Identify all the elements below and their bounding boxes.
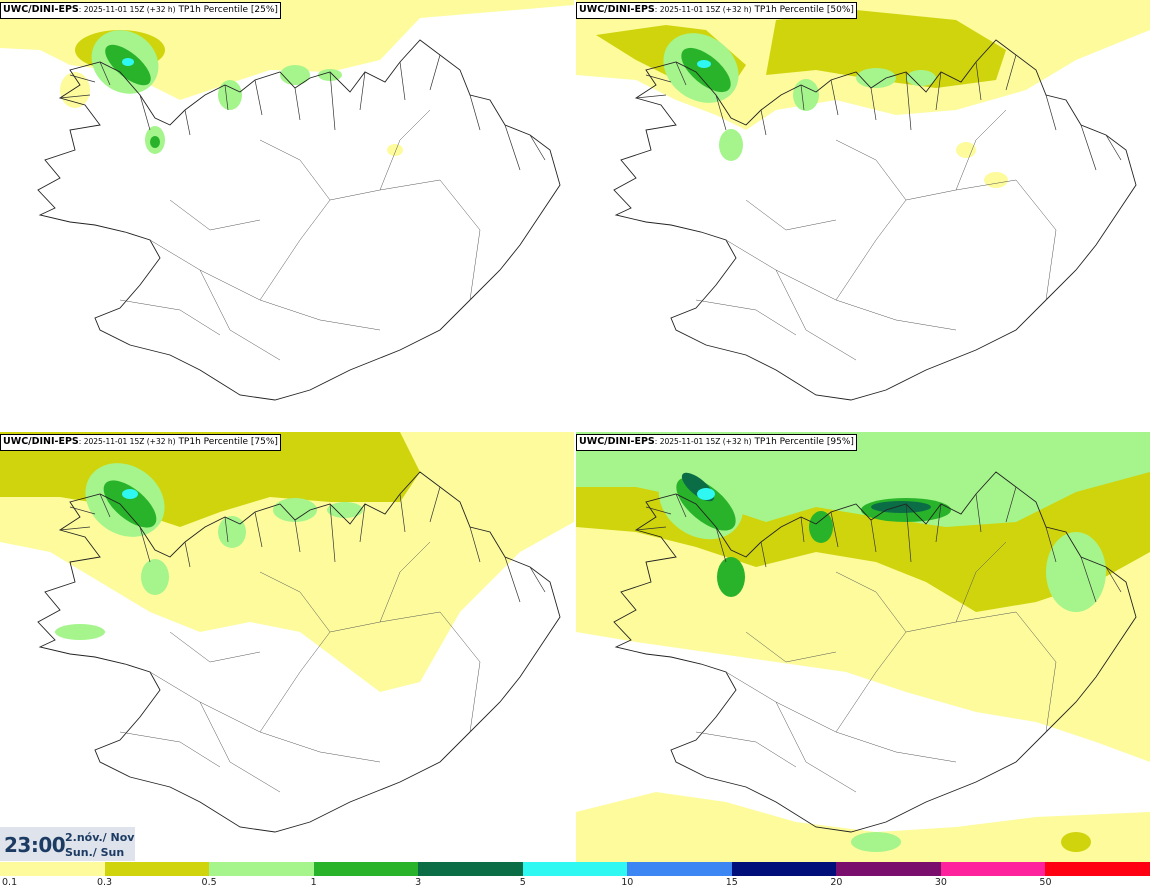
precipitation-map: [0, 0, 574, 401]
precip-area-intense: [122, 58, 134, 66]
map-panel-p75: UWC/DINI-EPS: 2025-11-01 15Z (+32 h) TP1…: [0, 432, 574, 862]
colorbar-tick-label: 30: [934, 877, 947, 888]
colorbar-tick-label: 1: [310, 877, 317, 888]
colorbar-segment: [627, 862, 732, 876]
colorbar-tick-label: 0.1: [2, 877, 18, 888]
colorbar-tick-label: 3: [415, 877, 422, 888]
map-panel-p95: UWC/DINI-EPS: 2025-11-01 15Z (+32 h) TP1…: [576, 432, 1150, 862]
colorbar-tick-label: 15: [725, 877, 738, 888]
colorbar-segment: [0, 862, 105, 876]
colorbar-segment: [731, 862, 837, 876]
precip-colorbar: [0, 862, 1150, 876]
panel-title: UWC/DINI-EPS: 2025-11-01 15Z (+32 h) TP1…: [0, 434, 281, 451]
colorbar-segment: [522, 862, 628, 876]
valid-time: 23:00: [4, 833, 66, 857]
colorbar-tick-label: 50: [1039, 877, 1052, 888]
colorbar-tick-label: 5: [519, 877, 526, 888]
colorbar-segment: [313, 862, 419, 876]
colorbar-segment: [209, 862, 314, 876]
colorbar-tick-label: 0.3: [96, 877, 113, 888]
colorbar-segment: [940, 862, 1046, 876]
colorbar-tick-label: 0.5: [201, 877, 217, 888]
colorbar-segment: [836, 862, 941, 876]
valid-weekday: Sun./ Sun: [65, 846, 125, 859]
colorbar-tick-label: 10: [621, 877, 634, 888]
colorbar-ticks: 0.1 0.3 0.5 1 3 5 10 15 20 30 50: [0, 877, 1150, 889]
panel-title: UWC/DINI-EPS: 2025-11-01 15Z (+32 h) TP1…: [576, 2, 857, 19]
precipitation-map: [576, 0, 1150, 401]
panel-title: UWC/DINI-EPS: 2025-11-01 15Z (+32 h) TP1…: [576, 434, 857, 451]
valid-date: 2.nóv./ Nov: [65, 831, 135, 844]
colorbar-segment: [418, 862, 523, 876]
map-panel-p25: UWC/DINI-EPS: 2025-11-01 15Z (+32 h) TP1…: [0, 0, 574, 430]
colorbar-segment: [1045, 862, 1150, 876]
precipitation-map: [0, 432, 574, 833]
valid-time-box: 23:00 2.nóv./ Nov Sun./ Sun: [0, 827, 135, 861]
colorbar-segment: [104, 862, 210, 876]
colorbar-tick-label: 20: [830, 877, 843, 888]
map-panel-p50: UWC/DINI-EPS: 2025-11-01 15Z (+32 h) TP1…: [576, 0, 1150, 430]
precipitation-map: [576, 432, 1150, 862]
panel-title: UWC/DINI-EPS: 2025-11-01 15Z (+32 h) TP1…: [0, 2, 281, 19]
